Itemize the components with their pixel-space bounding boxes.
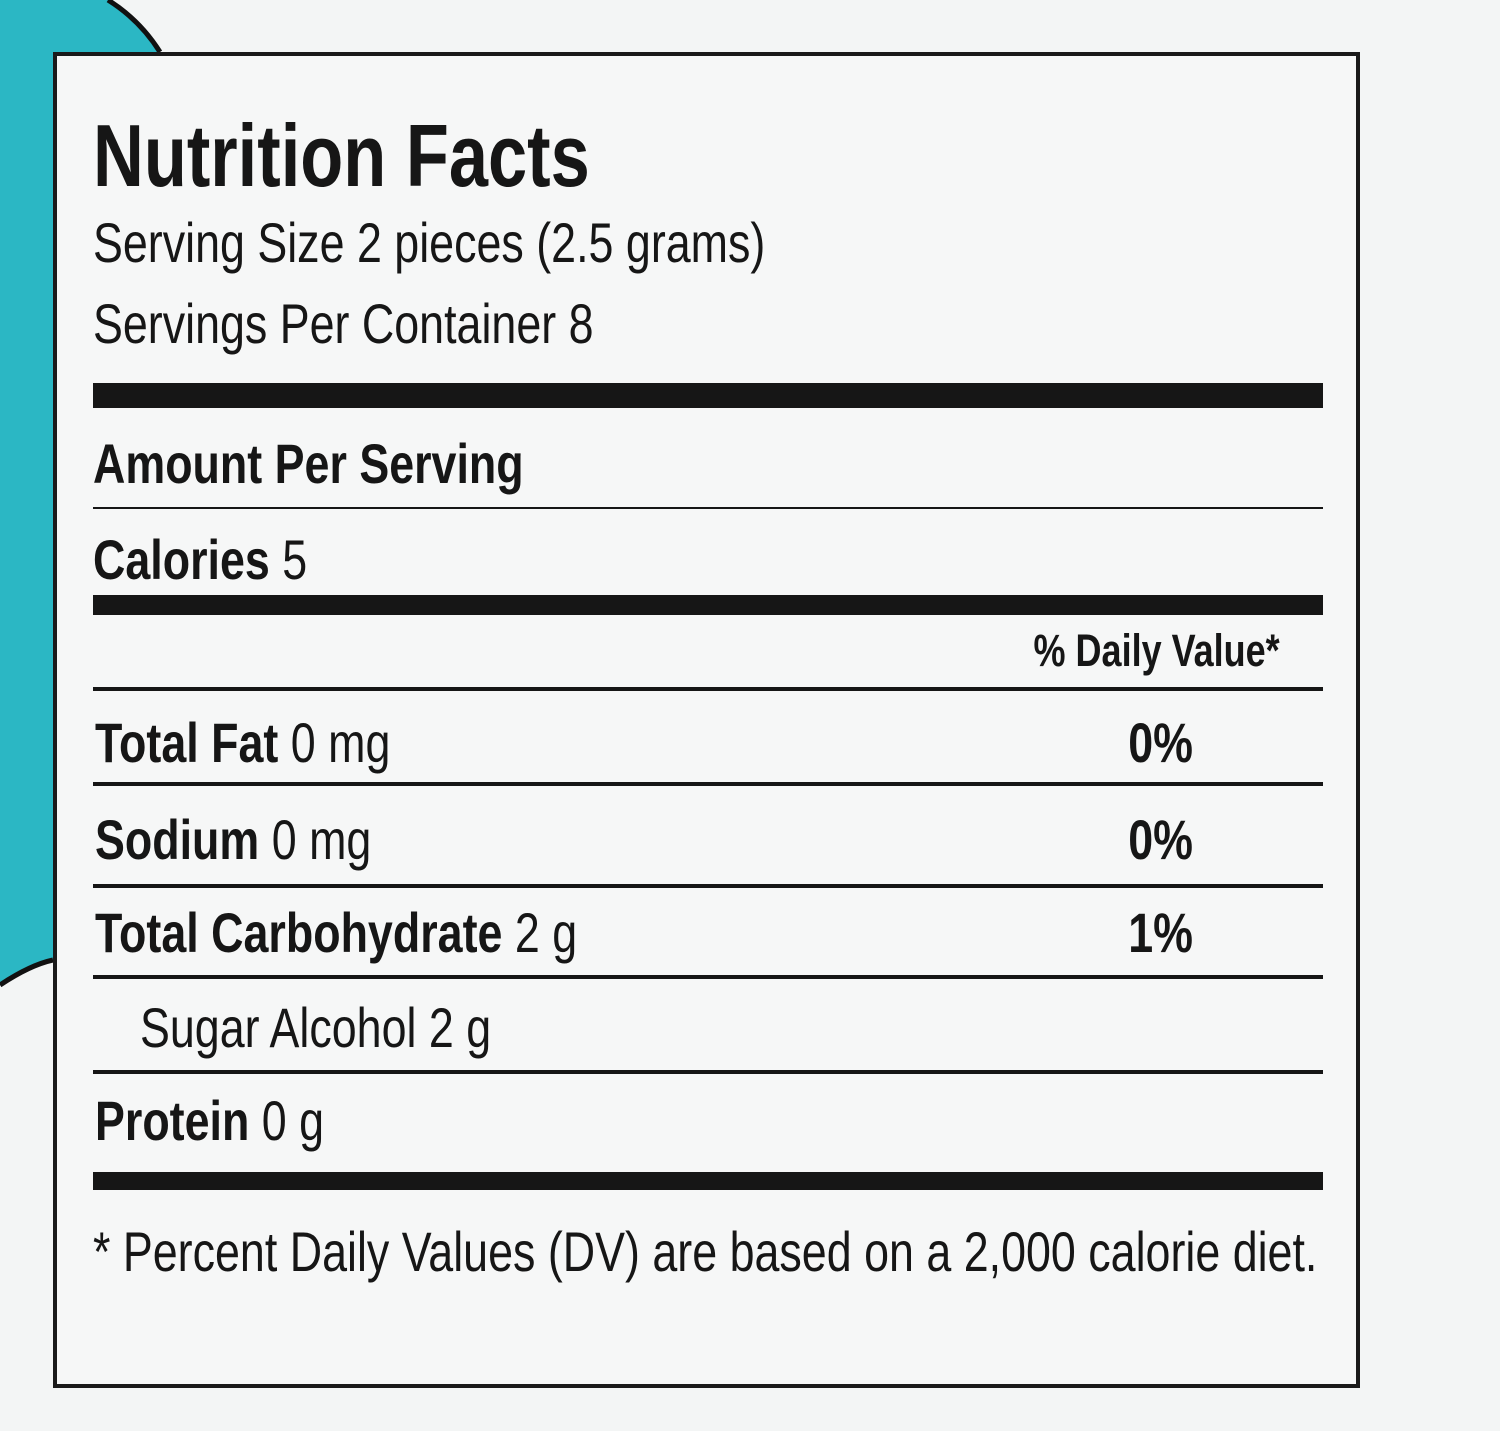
footnote: * Percent Daily Values (DV) are based on… [93,1220,1318,1283]
daily-value-header: % Daily Value* [1033,625,1280,676]
rule [93,383,1323,408]
calories-row: Calories 5 [93,532,307,588]
calories-label: Calories [93,528,270,591]
title: Nutrition Facts [93,106,590,205]
nutrient-row: Total Carbohydrate 2 g [95,905,577,961]
rule [93,782,1323,786]
rule [93,687,1323,691]
rule [93,1070,1323,1074]
nutrient-row: Sodium 0 mg [95,812,371,868]
nutrient-label: Protein [95,1089,250,1152]
label-box [53,52,1360,1388]
daily-value: 0% [1128,711,1193,774]
rule [93,595,1323,615]
daily-value: 1% [1128,901,1193,964]
daily-value: 0% [1128,808,1193,871]
rule [93,975,1323,979]
rule [93,507,1323,509]
nutrient-row: Total Fat 0 mg [95,715,390,771]
nutrient-amount: 0 mg [290,711,391,774]
nutrient-row: Sugar Alcohol 2 g [140,1000,491,1056]
nutrient-amount: 0 g [261,1089,325,1152]
amount-per-serving: Amount Per Serving [93,432,524,495]
nutrient-amount: 2 g [428,996,492,1059]
nutrient-label: Sodium [95,808,260,871]
calories-value: 5 [282,528,308,591]
nutrient-label: Total Fat [95,711,279,774]
servings-per-container: Servings Per Container 8 [93,292,594,355]
nutrient-amount: 2 g [514,901,578,964]
nutrient-amount: 0 mg [271,808,372,871]
rule [93,884,1323,888]
nutrient-row: Protein 0 g [95,1093,324,1149]
rule [93,1172,1323,1190]
serving-size: Serving Size 2 pieces (2.5 grams) [93,211,766,274]
nutrient-label: Sugar Alcohol [140,996,417,1059]
nutrient-label: Total Carbohydrate [95,901,503,964]
